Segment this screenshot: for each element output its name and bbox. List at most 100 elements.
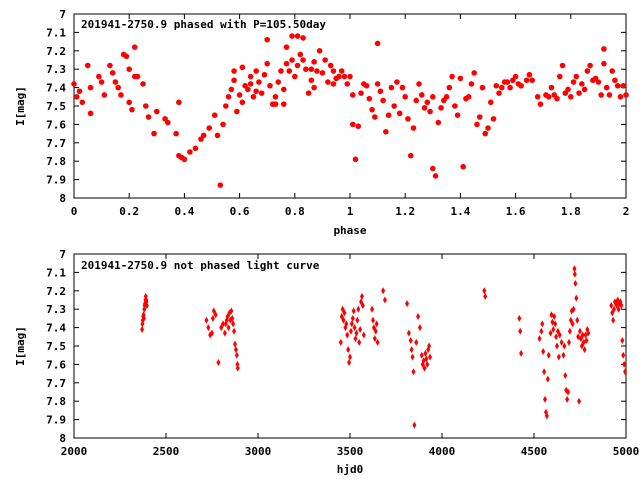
data-point xyxy=(405,300,410,308)
y-tick-label: 7.6 xyxy=(46,358,66,371)
data-point xyxy=(529,77,535,84)
data-point xyxy=(578,327,582,335)
data-point xyxy=(200,132,207,139)
data-point xyxy=(165,119,171,126)
data-point xyxy=(371,316,375,324)
data-point xyxy=(614,82,621,89)
data-point xyxy=(504,79,511,85)
data-point xyxy=(430,165,436,172)
phased-light-curve-panel: 0 0.2 0.4 0.6 0.8 1 1.2 1.4 1.6 1.8 2 7 7.1 7.2 7.3 7.4… xyxy=(14,8,629,237)
data-point xyxy=(581,86,588,93)
data-point xyxy=(213,311,218,319)
data-point xyxy=(623,92,629,98)
x-tick-label: 0 xyxy=(71,205,78,218)
data-point xyxy=(341,73,348,80)
data-point xyxy=(374,320,379,328)
data-point xyxy=(253,68,259,74)
data-point xyxy=(584,68,591,74)
data-point xyxy=(556,73,563,80)
y-tick-label: 7.5 xyxy=(46,100,66,113)
data-point xyxy=(493,82,500,89)
data-point xyxy=(381,287,386,295)
data-point xyxy=(234,351,239,359)
data-point xyxy=(577,397,582,405)
data-point xyxy=(385,112,392,118)
data-point xyxy=(192,145,199,152)
data-point xyxy=(300,35,306,41)
data-point xyxy=(283,60,290,67)
data-point xyxy=(352,324,357,332)
data-point xyxy=(554,95,560,102)
data-point xyxy=(79,99,86,106)
data-point xyxy=(256,79,262,85)
data-point xyxy=(479,84,486,91)
data-point xyxy=(474,121,480,128)
data-point xyxy=(559,338,564,346)
data-point xyxy=(410,125,417,131)
data-point xyxy=(612,305,617,313)
data-point xyxy=(187,149,193,155)
data-point xyxy=(424,355,429,363)
data-point xyxy=(391,103,397,109)
data-point xyxy=(216,359,221,367)
data-point xyxy=(347,73,353,80)
data-point xyxy=(264,36,271,43)
data-point xyxy=(412,421,417,429)
data-point xyxy=(427,108,433,115)
data-point xyxy=(620,82,627,89)
data-point xyxy=(576,90,582,96)
data-point xyxy=(363,82,370,89)
y-tick-label: 8 xyxy=(59,192,66,205)
data-point xyxy=(619,302,624,310)
data-point xyxy=(449,73,455,80)
y-tick-label: 7.8 xyxy=(46,395,66,408)
data-point xyxy=(245,86,251,93)
data-point xyxy=(394,79,400,85)
data-point xyxy=(601,60,607,67)
data-point xyxy=(406,329,411,337)
data-point xyxy=(112,79,119,85)
data-point xyxy=(544,412,549,420)
data-point xyxy=(408,336,413,344)
data-point xyxy=(366,95,373,102)
y-tick-label: 7 xyxy=(59,8,66,21)
x-tick-label: 1.8 xyxy=(561,205,581,218)
x-tick-label: 0.6 xyxy=(230,205,250,218)
data-point xyxy=(359,292,364,300)
data-point xyxy=(623,368,628,376)
data-point xyxy=(101,92,108,98)
data-point xyxy=(87,110,94,117)
data-point xyxy=(342,309,347,317)
data-point xyxy=(454,112,461,118)
data-point xyxy=(572,265,577,273)
data-point xyxy=(559,62,566,69)
x-tick-label: 0.8 xyxy=(285,205,305,218)
x-axis-label: phase xyxy=(333,224,366,237)
data-point xyxy=(388,84,395,91)
data-point xyxy=(518,327,523,335)
data-point xyxy=(421,105,428,111)
data-point xyxy=(204,316,209,324)
x-tick-label: 2500 xyxy=(153,445,180,458)
chart-title: 201941-2750.9 not phased light curve xyxy=(81,259,320,272)
data-point xyxy=(297,51,304,58)
y-axis-label: I[mag] xyxy=(14,86,27,126)
data-point xyxy=(234,108,240,115)
data-point xyxy=(622,360,627,368)
data-point xyxy=(416,81,422,87)
data-point xyxy=(405,116,411,122)
data-point xyxy=(487,99,494,106)
data-point xyxy=(210,329,214,337)
chart-title: 201941-2750.9 phased with P=105.50day xyxy=(81,18,326,31)
data-point xyxy=(292,73,298,80)
x-tick-label: 4500 xyxy=(521,445,548,458)
data-point xyxy=(565,395,570,403)
data-point xyxy=(176,99,182,106)
x-tick-label: 2 xyxy=(623,205,630,218)
data-point xyxy=(543,395,548,403)
data-point xyxy=(566,338,571,346)
x-axis-label: hjd0 xyxy=(337,463,364,476)
data-point xyxy=(258,90,265,96)
data-point xyxy=(571,305,576,313)
data-point xyxy=(373,327,378,335)
